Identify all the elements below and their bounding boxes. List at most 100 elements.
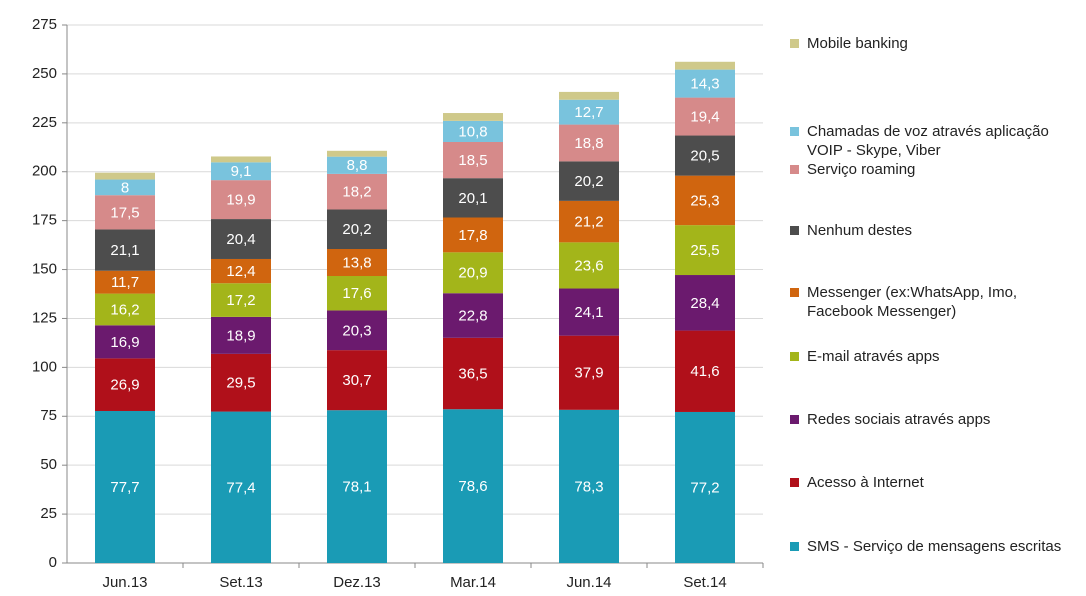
legend-item: Nenhum destes (790, 221, 1080, 240)
bar-segment (559, 335, 619, 410)
legend-item: Messenger (ex:WhatsApp, Imo, Facebook Me… (790, 283, 1080, 321)
bar-segment (443, 217, 503, 253)
bar-segment (443, 113, 503, 121)
data-label: 20,5 (690, 148, 719, 165)
bar-segment (559, 242, 619, 289)
bar-segment (559, 99, 619, 125)
data-label: 25,3 (690, 192, 719, 209)
legend-label: E-mail através apps (807, 348, 940, 365)
bar-segment (211, 258, 271, 284)
bar-segment (327, 156, 387, 174)
data-label: 17,2 (226, 292, 255, 309)
bar-segment (327, 276, 387, 311)
bar-segment (559, 124, 619, 162)
data-label: 37,9 (574, 365, 603, 382)
legend-label: Redes sociais através apps (807, 411, 991, 428)
data-label: 17,5 (110, 204, 139, 221)
data-label: 9,1 (231, 163, 252, 180)
legend-label: Mobile banking (807, 35, 908, 52)
data-label: 18,8 (574, 135, 603, 152)
bar-segment (675, 175, 735, 226)
data-label: 12,4 (226, 263, 255, 280)
bar-segment (327, 173, 387, 210)
bar-segment (327, 350, 387, 411)
data-label: 26,9 (110, 377, 139, 394)
data-label: 11,7 (111, 274, 139, 291)
bar-segment (443, 141, 503, 179)
data-label: 78,1 (342, 479, 371, 496)
data-label: 78,6 (458, 478, 487, 495)
legend-item: Redes sociais através apps (790, 410, 1080, 429)
y-tick-label: 225 (32, 114, 57, 131)
y-tick-label: 200 (32, 163, 57, 180)
legend-swatch (790, 415, 799, 424)
data-label: 20,2 (574, 173, 603, 190)
bar-segment (559, 409, 619, 563)
legend-swatch (790, 352, 799, 361)
data-label: 20,3 (342, 322, 371, 339)
data-label: 20,1 (458, 190, 487, 207)
data-label: 78,3 (574, 478, 603, 495)
legend-item: Serviço roaming (790, 160, 1080, 179)
bar-segment (95, 195, 155, 230)
bar-segment (559, 288, 619, 336)
y-tick-label: 25 (40, 505, 57, 522)
data-label: 19,4 (690, 109, 719, 126)
bar-segment (675, 275, 735, 331)
legend-swatch (790, 226, 799, 235)
data-label: 16,9 (110, 334, 139, 351)
y-tick-label: 100 (32, 358, 57, 375)
bar-segment (95, 358, 155, 411)
bar-segment (675, 225, 735, 276)
data-label: 28,4 (690, 295, 719, 312)
legend-item: Chamadas de voz através aplicação VOIP -… (790, 122, 1080, 160)
x-tick-label: Jun.13 (102, 574, 147, 591)
bar-segment (327, 310, 387, 351)
bar-segment (327, 249, 387, 277)
bar-segment (95, 410, 155, 563)
data-label: 18,2 (342, 184, 371, 201)
x-tick-label: Mar.14 (450, 574, 496, 591)
data-label: 17,8 (458, 227, 487, 244)
legend-swatch (790, 288, 799, 297)
data-label: 19,9 (226, 192, 255, 209)
legend-item: E-mail através apps (790, 347, 1080, 366)
y-tick-label: 75 (40, 407, 57, 424)
legend-swatch (790, 478, 799, 487)
bar-segment (443, 293, 503, 338)
legend-swatch (790, 542, 799, 551)
bar-segment (559, 200, 619, 243)
data-label: 8 (121, 179, 129, 196)
legend-swatch (790, 127, 799, 136)
data-label: 13,8 (342, 254, 371, 271)
legend-label: Chamadas de voz através aplicação VOIP -… (807, 123, 1049, 159)
bar-segment (443, 409, 503, 563)
bar-segment (327, 150, 387, 157)
data-label: 18,5 (458, 152, 487, 169)
data-label: 77,4 (226, 479, 255, 496)
x-tick-label: Dez.13 (333, 574, 381, 591)
legend-label: SMS - Serviço de mensagens escritas (807, 538, 1062, 555)
data-label: 41,6 (690, 363, 719, 380)
bar-segment (675, 411, 735, 563)
bar-segment (675, 135, 735, 176)
data-label: 10,8 (458, 123, 487, 140)
data-label: 36,5 (458, 365, 487, 382)
chart: 0 25 50 75 100 125 150 175 200 225 250 275 Jun.13 77,… (32, 16, 764, 591)
bar-segment (211, 283, 271, 317)
data-label: 77,7 (110, 479, 139, 496)
y-tick-label: 50 (40, 456, 57, 473)
data-label: 17,6 (342, 285, 371, 302)
legend-label: Serviço roaming (807, 161, 916, 178)
bar-segment (211, 353, 271, 412)
data-label: 12,7 (574, 104, 603, 121)
legend-item: SMS - Serviço de mensagens escritas (790, 537, 1080, 556)
legend-label: Nenhum destes (807, 222, 913, 239)
bar-segment (95, 229, 155, 271)
data-label: 77,2 (690, 479, 719, 496)
legend-swatch (790, 165, 799, 174)
data-label: 23,6 (574, 257, 603, 274)
data-label: 29,5 (226, 375, 255, 392)
data-label: 18,9 (226, 327, 255, 344)
